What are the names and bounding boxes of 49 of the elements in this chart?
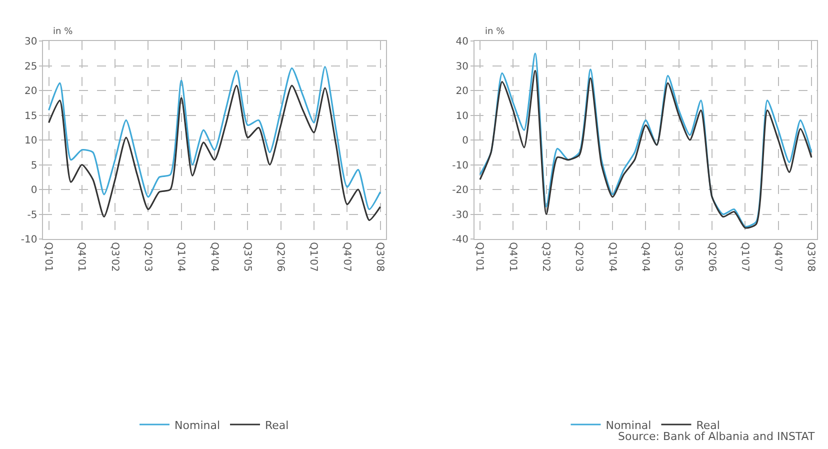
x-tick-label: Q3'05 — [241, 242, 252, 272]
x-tick-label: Q2'06 — [274, 242, 286, 272]
x-tick-label: Q4'04 — [639, 242, 650, 272]
x-tick-label: Q1'07 — [308, 242, 319, 272]
x-tick-label: Q4'07 — [772, 242, 784, 272]
x-tick-label: Q1'01 — [474, 242, 485, 272]
x-tick-label: Q2'06 — [706, 242, 717, 272]
x-tick-label: Q1'04 — [606, 242, 618, 272]
x-tick-label: Q4'07 — [340, 242, 352, 272]
y-tick-label: -10 — [452, 160, 468, 172]
legend-label: Nominal — [606, 418, 652, 432]
x-tick-label: Q3'05 — [672, 242, 684, 272]
y-tick-label: -10 — [20, 234, 38, 246]
y-tick-label: 20 — [24, 86, 38, 97]
x-tick-label: Q3'08 — [805, 242, 816, 272]
line-series — [48, 66, 382, 210]
y-axis-title: in % — [53, 27, 74, 37]
x-tick-label: Q4'01 — [76, 242, 87, 272]
legend-label: Real — [265, 418, 289, 432]
y-tick-label: 15 — [24, 110, 38, 122]
x-tick-label: Q4'01 — [506, 242, 518, 272]
y-tick-label: 20 — [456, 86, 468, 97]
x-tick-label: Q2'03 — [573, 242, 584, 272]
x-tick-label: Q1'04 — [175, 242, 186, 272]
x-tick-label: Q1'07 — [738, 242, 750, 272]
y-tick-label: 0 — [462, 136, 468, 146]
y-tick-label: -30 — [452, 210, 468, 221]
y-tick-label: 5 — [30, 160, 38, 172]
y-tick-label: -40 — [452, 234, 468, 246]
legend-label: Real — [696, 418, 720, 432]
y-tick-label: 10 — [456, 110, 468, 122]
x-tick-label: Q4'04 — [208, 242, 220, 272]
x-tick-label: Q2'03 — [142, 242, 153, 272]
y-tick-label: 25 — [24, 61, 38, 72]
y-axis-title: in % — [485, 27, 506, 37]
y-tick-label: 30 — [456, 61, 468, 72]
legend-label: Nominal — [174, 418, 220, 432]
source-note: Source: Bank of Albania and INSTAT — [618, 430, 815, 443]
y-tick-label: 40 — [456, 36, 468, 48]
x-tick-label: Q3'08 — [374, 242, 386, 272]
y-tick-label: -20 — [452, 185, 468, 196]
y-tick-label: 10 — [24, 136, 38, 146]
x-tick-label: Q3'02 — [108, 242, 120, 272]
y-tick-label: 30 — [24, 36, 38, 48]
line-series — [48, 84, 382, 221]
x-tick-label: Q3'02 — [540, 242, 552, 272]
y-tick-label: 0 — [30, 185, 38, 196]
y-tick-label: -5 — [27, 210, 38, 221]
x-tick-label: Q1'01 — [42, 242, 54, 272]
